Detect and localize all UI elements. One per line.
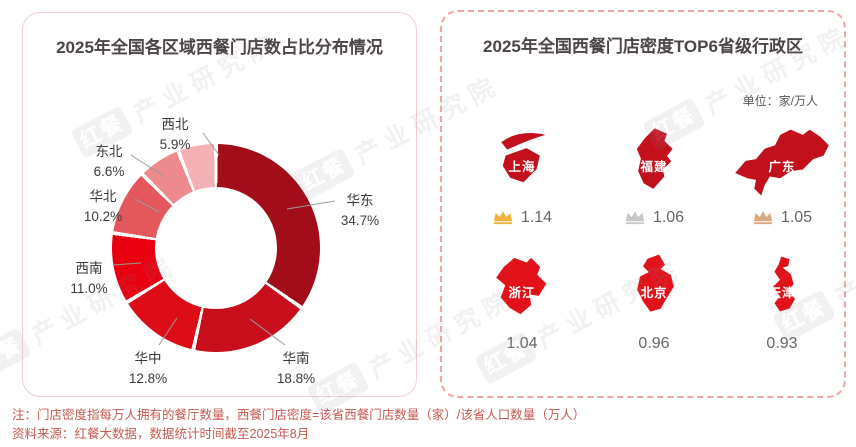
segment-value: 6.6% — [93, 164, 125, 180]
zhejiang-map-icon: 浙江 — [457, 244, 587, 328]
donut-chart — [112, 144, 320, 352]
density-value-row: 0.93 — [717, 334, 847, 354]
province-card-guangdong: 广东 1.05 — [717, 118, 847, 228]
segment-value: 18.8% — [276, 371, 316, 387]
density-value: 1.04 — [506, 335, 538, 352]
density-value-row: 0.96 — [589, 334, 719, 354]
segment-name: 华东 — [346, 193, 374, 208]
donut-chart-panel: 2025年全国各区域西餐门店数占比分布情况 华东 34.7% 华南 18.8% — [22, 12, 417, 397]
province-card-fujian: 福建 1.06 — [589, 118, 719, 228]
density-value-row: 1.05 — [717, 208, 847, 228]
fujian-map-icon: 福建 — [589, 118, 719, 202]
density-value: 1.14 — [520, 209, 553, 226]
leader-lines — [112, 132, 336, 346]
province-name: 福建 — [640, 160, 668, 174]
donut-label-dongbei: 东北 6.6% — [74, 142, 144, 183]
gold-crown-icon — [493, 211, 513, 225]
province-name: 上海 — [508, 160, 536, 174]
segment-name: 西南 — [75, 261, 103, 276]
donut-label-xinan: 西南 11.0% — [54, 259, 124, 300]
density-value: 1.05 — [780, 209, 813, 226]
tianjin-map-icon: 天津 — [717, 244, 847, 328]
shanghai-map-icon: 上海 — [457, 118, 587, 202]
donut-label-huazhong: 华中 12.8% — [113, 349, 183, 390]
density-value: 0.96 — [638, 335, 670, 352]
segment-name: 华北 — [89, 189, 117, 204]
footer-notes: 注：门店密度指每万人拥有的餐厅数量，西餐门店密度=该省西餐门店数量（家）/该省人… — [12, 406, 585, 444]
unit-label: 单位：家/万人 — [742, 94, 818, 108]
province-name: 广东 — [768, 160, 796, 174]
density-value: 0.93 — [766, 335, 798, 352]
density-value-row: 1.04 — [457, 334, 587, 354]
segment-value: 12.8% — [128, 371, 168, 387]
top6-panel-title: 2025年全国西餐门店密度TOP6省级行政区 — [483, 37, 803, 56]
segment-value: 34.7% — [340, 213, 380, 229]
donut-label-huadong: 华东 34.7% — [325, 191, 395, 232]
footer-note-definition: 注：门店密度指每万人拥有的餐厅数量，西餐门店密度=该省西餐门店数量（家）/该省人… — [12, 408, 586, 422]
segment-name: 西北 — [161, 117, 189, 132]
density-value: 1.06 — [652, 209, 685, 226]
silver-crown-icon — [625, 211, 645, 225]
donut-label-huanan: 华南 18.8% — [261, 349, 331, 390]
segment-name: 华中 — [134, 351, 162, 366]
bronze-crown-icon — [753, 211, 773, 225]
segment-value: 10.2% — [83, 209, 123, 225]
segment-name: 华南 — [282, 351, 310, 366]
guangdong-map-icon: 广东 — [717, 118, 847, 202]
donut-chart-title: 2025年全国各区域西餐门店数占比分布情况 — [56, 38, 383, 57]
province-card-zhejiang: 浙江 1.04 — [457, 244, 587, 354]
density-value-row: 1.14 — [457, 208, 587, 228]
province-name: 浙江 — [508, 286, 536, 300]
donut-hole — [155, 187, 277, 309]
donut-label-xibei: 西北 5.9% — [140, 115, 210, 156]
segment-name: 东北 — [95, 144, 123, 159]
density-value-row: 1.06 — [589, 208, 719, 228]
footer-note-source: 资料来源：红餐大数据，数据统计时间截至2025年8月 — [12, 426, 310, 441]
beijing-map-icon: 北京 — [589, 244, 719, 328]
province-card-tianjin: 天津 0.93 — [717, 244, 847, 354]
top6-density-panel: 2025年全国西餐门店密度TOP6省级行政区 单位：家/万人 上海 1.14 — [440, 10, 846, 398]
province-card-beijing: 北京 0.96 — [589, 244, 719, 354]
province-name: 天津 — [768, 286, 796, 300]
province-card-shanghai: 上海 1.14 — [457, 118, 587, 228]
segment-value: 11.0% — [70, 281, 108, 297]
segment-value: 5.9% — [159, 137, 191, 153]
donut-label-huabei: 华北 10.2% — [68, 187, 138, 228]
province-name: 北京 — [640, 286, 668, 300]
